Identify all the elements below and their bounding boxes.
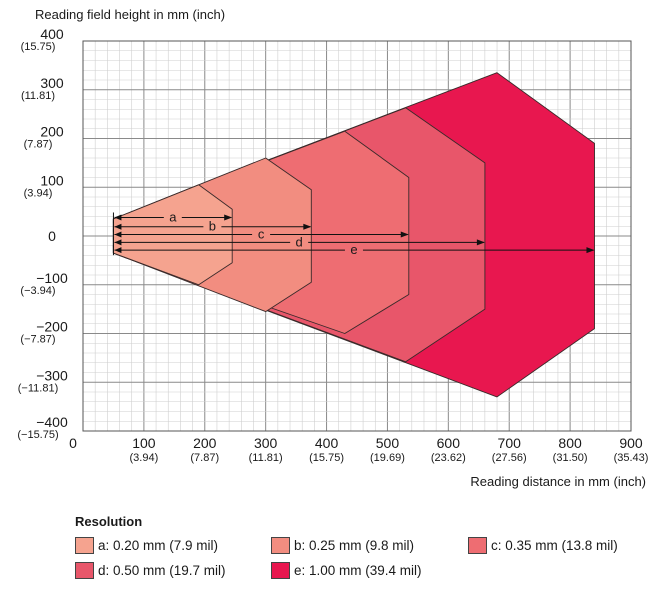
x-tick-label: 700	[498, 435, 522, 451]
x-tick-label: 400	[315, 435, 339, 451]
legend-swatch-b	[271, 537, 290, 554]
y-tick-inch-label: (−3.94)	[20, 285, 55, 297]
x-tick-inch-label: (11.81)	[249, 452, 283, 464]
arrowhead-right-d	[476, 239, 485, 246]
x-tick-inch-label: (7.87)	[190, 452, 219, 464]
legend-item-d: d: 0.50 mm (19.7 mil)	[75, 562, 226, 579]
arrow-label-b: b	[209, 219, 216, 234]
legend-item-e: e: 1.00 mm (39.4 mil)	[271, 562, 422, 579]
legend-label-c: c: 0.35 mm (13.8 mil)	[491, 538, 618, 553]
y-tick-inch-label: (−11.81)	[18, 382, 58, 394]
x-tick-label: 800	[558, 435, 582, 451]
x-tick-inch-label: (31.50)	[553, 452, 588, 464]
legend-swatch-a	[75, 537, 94, 554]
arrowhead-left-b	[114, 223, 122, 230]
y-tick-label: −400	[36, 414, 68, 430]
y-tick-label: −200	[36, 319, 68, 335]
y-tick-inch-label: (3.94)	[24, 187, 53, 199]
legend-swatch-c	[468, 537, 487, 554]
legend-swatch-e	[271, 562, 290, 579]
arrowhead-right-c	[400, 231, 409, 238]
y-tick-label: 200	[40, 124, 64, 140]
arrow-label-c: c	[258, 227, 265, 242]
x-tick-inch-label: (15.75)	[309, 452, 344, 464]
legend: Resolution a: 0.20 mm (7.9 mil) b: 0.25 …	[75, 514, 648, 583]
y-tick-label: 300	[40, 75, 64, 91]
arrowhead-left-d	[114, 239, 122, 246]
legend-items: a: 0.20 mm (7.9 mil) b: 0.25 mm (9.8 mil…	[75, 537, 648, 583]
legend-item-c: c: 0.35 mm (13.8 mil)	[468, 537, 618, 554]
arrowhead-left-c	[114, 231, 122, 238]
y-tick-labels: 400(15.75) 300(11.81) 200(7.87) 100(3.94) 0 −…	[17, 26, 68, 441]
x-tick-label: 500	[376, 435, 400, 451]
arrow-label-d: d	[296, 234, 303, 249]
x-tick-inch-label: (19.69)	[370, 452, 405, 464]
reading-field-chart: Reading field height in mm (inch) Readin…	[17, 7, 648, 489]
arrowhead-right-a	[224, 214, 233, 221]
arrowhead-left-a	[114, 214, 122, 221]
x-tick-inch-label: (35.43)	[614, 452, 648, 464]
y-tick-inch-label: (−7.87)	[20, 334, 55, 346]
x-tick-label: 0	[69, 435, 77, 451]
x-tick-labels: 0 100(3.94) 200(7.87) 300(11.81) 400(15.75) 5…	[69, 435, 648, 464]
legend-item-b: b: 0.25 mm (9.8 mil)	[271, 537, 414, 554]
legend-label-b: b: 0.25 mm (9.8 mil)	[294, 538, 415, 553]
y-tick-inch-label: (15.75)	[21, 41, 56, 53]
x-tick-inch-label: (3.94)	[130, 452, 159, 464]
y-tick-label: −300	[36, 367, 68, 383]
y-tick-inch-label: (−15.75)	[17, 429, 58, 441]
y-tick-inch-label: (7.87)	[24, 139, 53, 151]
x-tick-inch-label: (27.56)	[492, 452, 527, 464]
arrow-label-a: a	[169, 209, 177, 224]
plot-frame	[82, 40, 632, 432]
y-tick-label: −100	[36, 270, 68, 286]
x-axis-title: Reading distance in mm (inch)	[470, 474, 646, 489]
arrowhead-left-e	[114, 247, 122, 254]
y-tick-label: 100	[40, 172, 64, 188]
x-tick-label: 600	[437, 435, 461, 451]
x-tick-label: 100	[132, 435, 156, 451]
legend-swatch-d	[75, 562, 94, 579]
y-tick-inch-label: (11.81)	[21, 90, 55, 102]
y-axis-title: Reading field height in mm (inch)	[35, 7, 225, 22]
x-tick-label: 300	[254, 435, 278, 451]
arrowhead-right-e	[586, 247, 595, 254]
legend-item-a: a: 0.20 mm (7.9 mil)	[75, 537, 218, 554]
x-tick-inch-label: (23.62)	[431, 452, 466, 464]
legend-label-e: e: 1.00 mm (39.4 mil)	[294, 563, 422, 578]
arrowhead-right-b	[303, 223, 312, 230]
legend-label-a: a: 0.20 mm (7.9 mil)	[98, 538, 219, 553]
x-tick-label: 200	[193, 435, 217, 451]
reading-distance-arrows: a b c d e	[112, 209, 595, 257]
y-tick-label: 400	[40, 26, 64, 42]
legend-title: Resolution	[75, 514, 143, 529]
y-tick-label: 0	[48, 228, 56, 244]
arrow-label-e: e	[350, 242, 357, 257]
legend-label-d: d: 0.50 mm (19.7 mil)	[98, 563, 226, 578]
x-tick-label: 900	[619, 435, 643, 451]
